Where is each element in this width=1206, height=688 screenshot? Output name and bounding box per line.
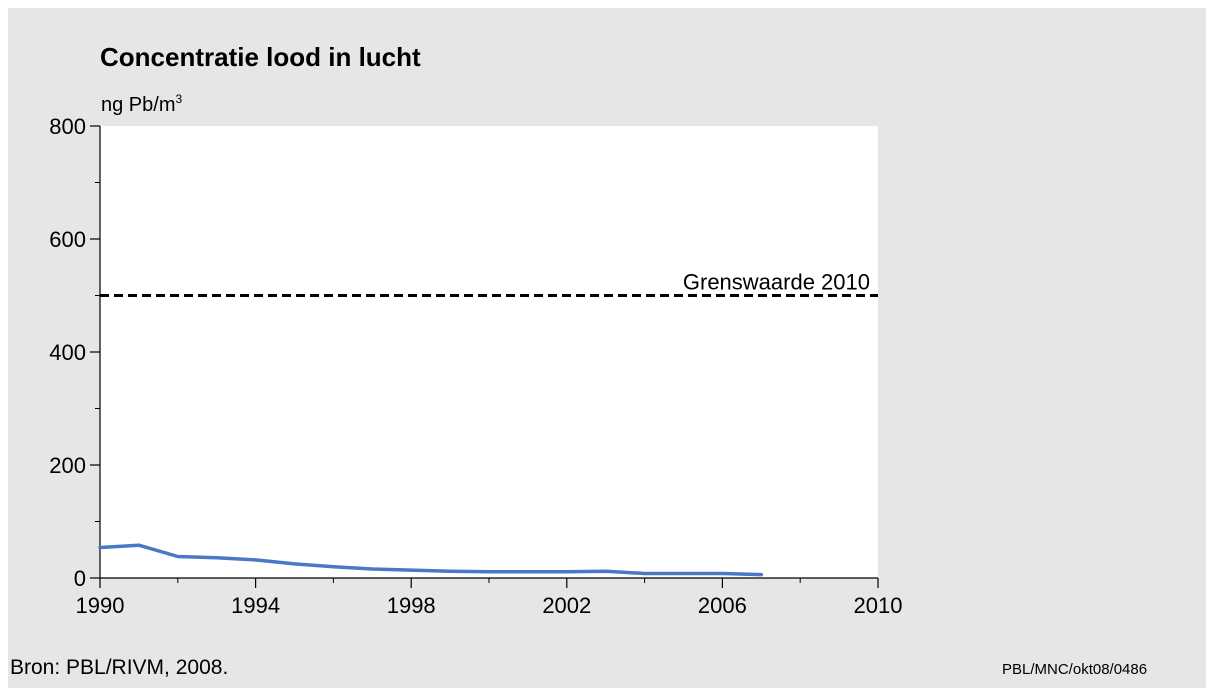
data-point-2002 <box>565 570 569 574</box>
source-note: Bron: PBL/RIVM, 2008. <box>10 656 229 679</box>
x-tick-label-2010: 2010 <box>854 593 903 618</box>
data-point-2005 <box>682 571 685 575</box>
data-point-2003 <box>604 569 608 573</box>
data-point-1998 <box>409 568 413 572</box>
data-point-1990 <box>98 545 102 549</box>
y-tick-label-400: 400 <box>49 340 86 365</box>
data-point-1999 <box>448 569 452 573</box>
data-point-2004 <box>643 571 647 575</box>
y-tick-label-200: 200 <box>49 453 86 478</box>
y-axis-unit-text: ng Pb/m <box>101 94 176 116</box>
x-tick-label-1998: 1998 <box>387 593 436 618</box>
data-point-1995 <box>293 562 296 566</box>
y-tick-label-800: 800 <box>49 114 86 139</box>
x-tick-label-1994: 1994 <box>231 593 280 618</box>
data-point-1992 <box>176 555 180 559</box>
plot-area <box>100 126 878 578</box>
x-tick-label-2006: 2006 <box>698 593 747 618</box>
data-point-1997 <box>370 567 374 571</box>
data-point-1996 <box>331 565 335 569</box>
data-point-1993 <box>215 556 219 560</box>
y-axis-unit-label: ng Pb/m3 <box>101 92 182 117</box>
chart-title: Concentratie lood in lucht <box>100 42 421 72</box>
data-point-2006 <box>720 571 724 575</box>
x-tick-label-1990: 1990 <box>76 593 125 618</box>
series-line-0 <box>98 543 764 577</box>
data-point-2001 <box>526 570 530 574</box>
data-point-2000 <box>487 570 491 574</box>
figure-code: PBL/MNC/okt08/0486 <box>1002 661 1148 678</box>
data-point-2007 <box>759 573 763 577</box>
y-tick-label-0: 0 <box>74 566 86 591</box>
reference-line-label: Grenswaarde 2010 <box>683 270 870 295</box>
data-point-1991 <box>137 543 141 547</box>
y-tick-label-600: 600 <box>49 227 86 252</box>
data-point-1994 <box>254 558 258 562</box>
x-tick-label-2002: 2002 <box>542 593 591 618</box>
y-axis-unit-superscript: 3 <box>175 92 183 106</box>
